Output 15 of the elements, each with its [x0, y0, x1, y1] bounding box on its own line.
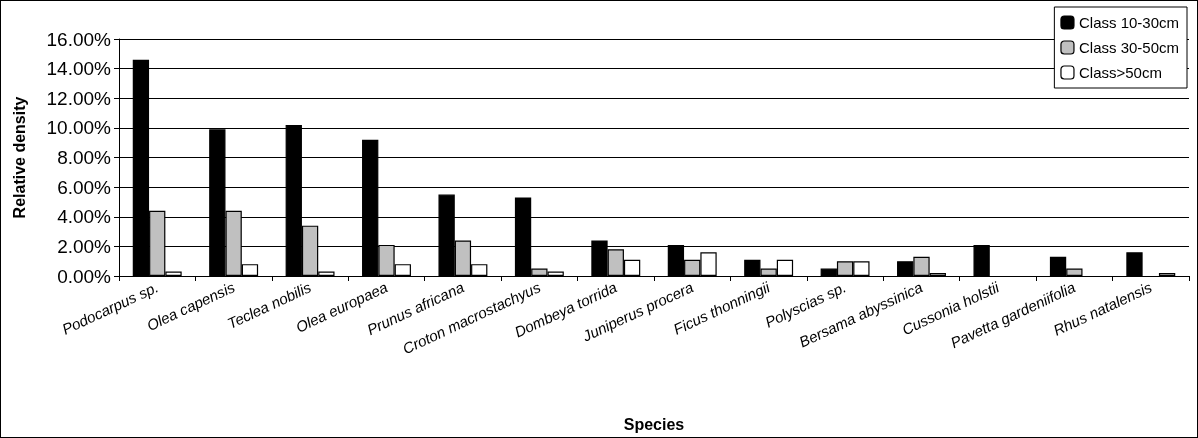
- y-tick-label: 12.00%: [46, 87, 112, 109]
- y-tick-label: 10.00%: [46, 117, 112, 139]
- y-tick-label: 14.00%: [46, 58, 112, 80]
- y-tick-label: 8.00%: [57, 147, 112, 168]
- y-tick-label: 16.00%: [46, 28, 112, 50]
- bar: [1126, 252, 1143, 276]
- y-tick-label: 4.00%: [57, 206, 112, 228]
- legend-label: Class>50cm: [1078, 64, 1162, 81]
- y-axis-title: Relative density: [10, 96, 28, 219]
- x-axis-title: Species: [623, 415, 685, 433]
- y-tick-label: 0.00%: [57, 265, 112, 287]
- y-tick-label: 6.00%: [57, 176, 112, 198]
- y-tick-label: 2.00%: [57, 235, 112, 257]
- legend-label: Class 10-30cm: [1078, 14, 1180, 31]
- legend-label: Class 30-50cm: [1078, 39, 1180, 56]
